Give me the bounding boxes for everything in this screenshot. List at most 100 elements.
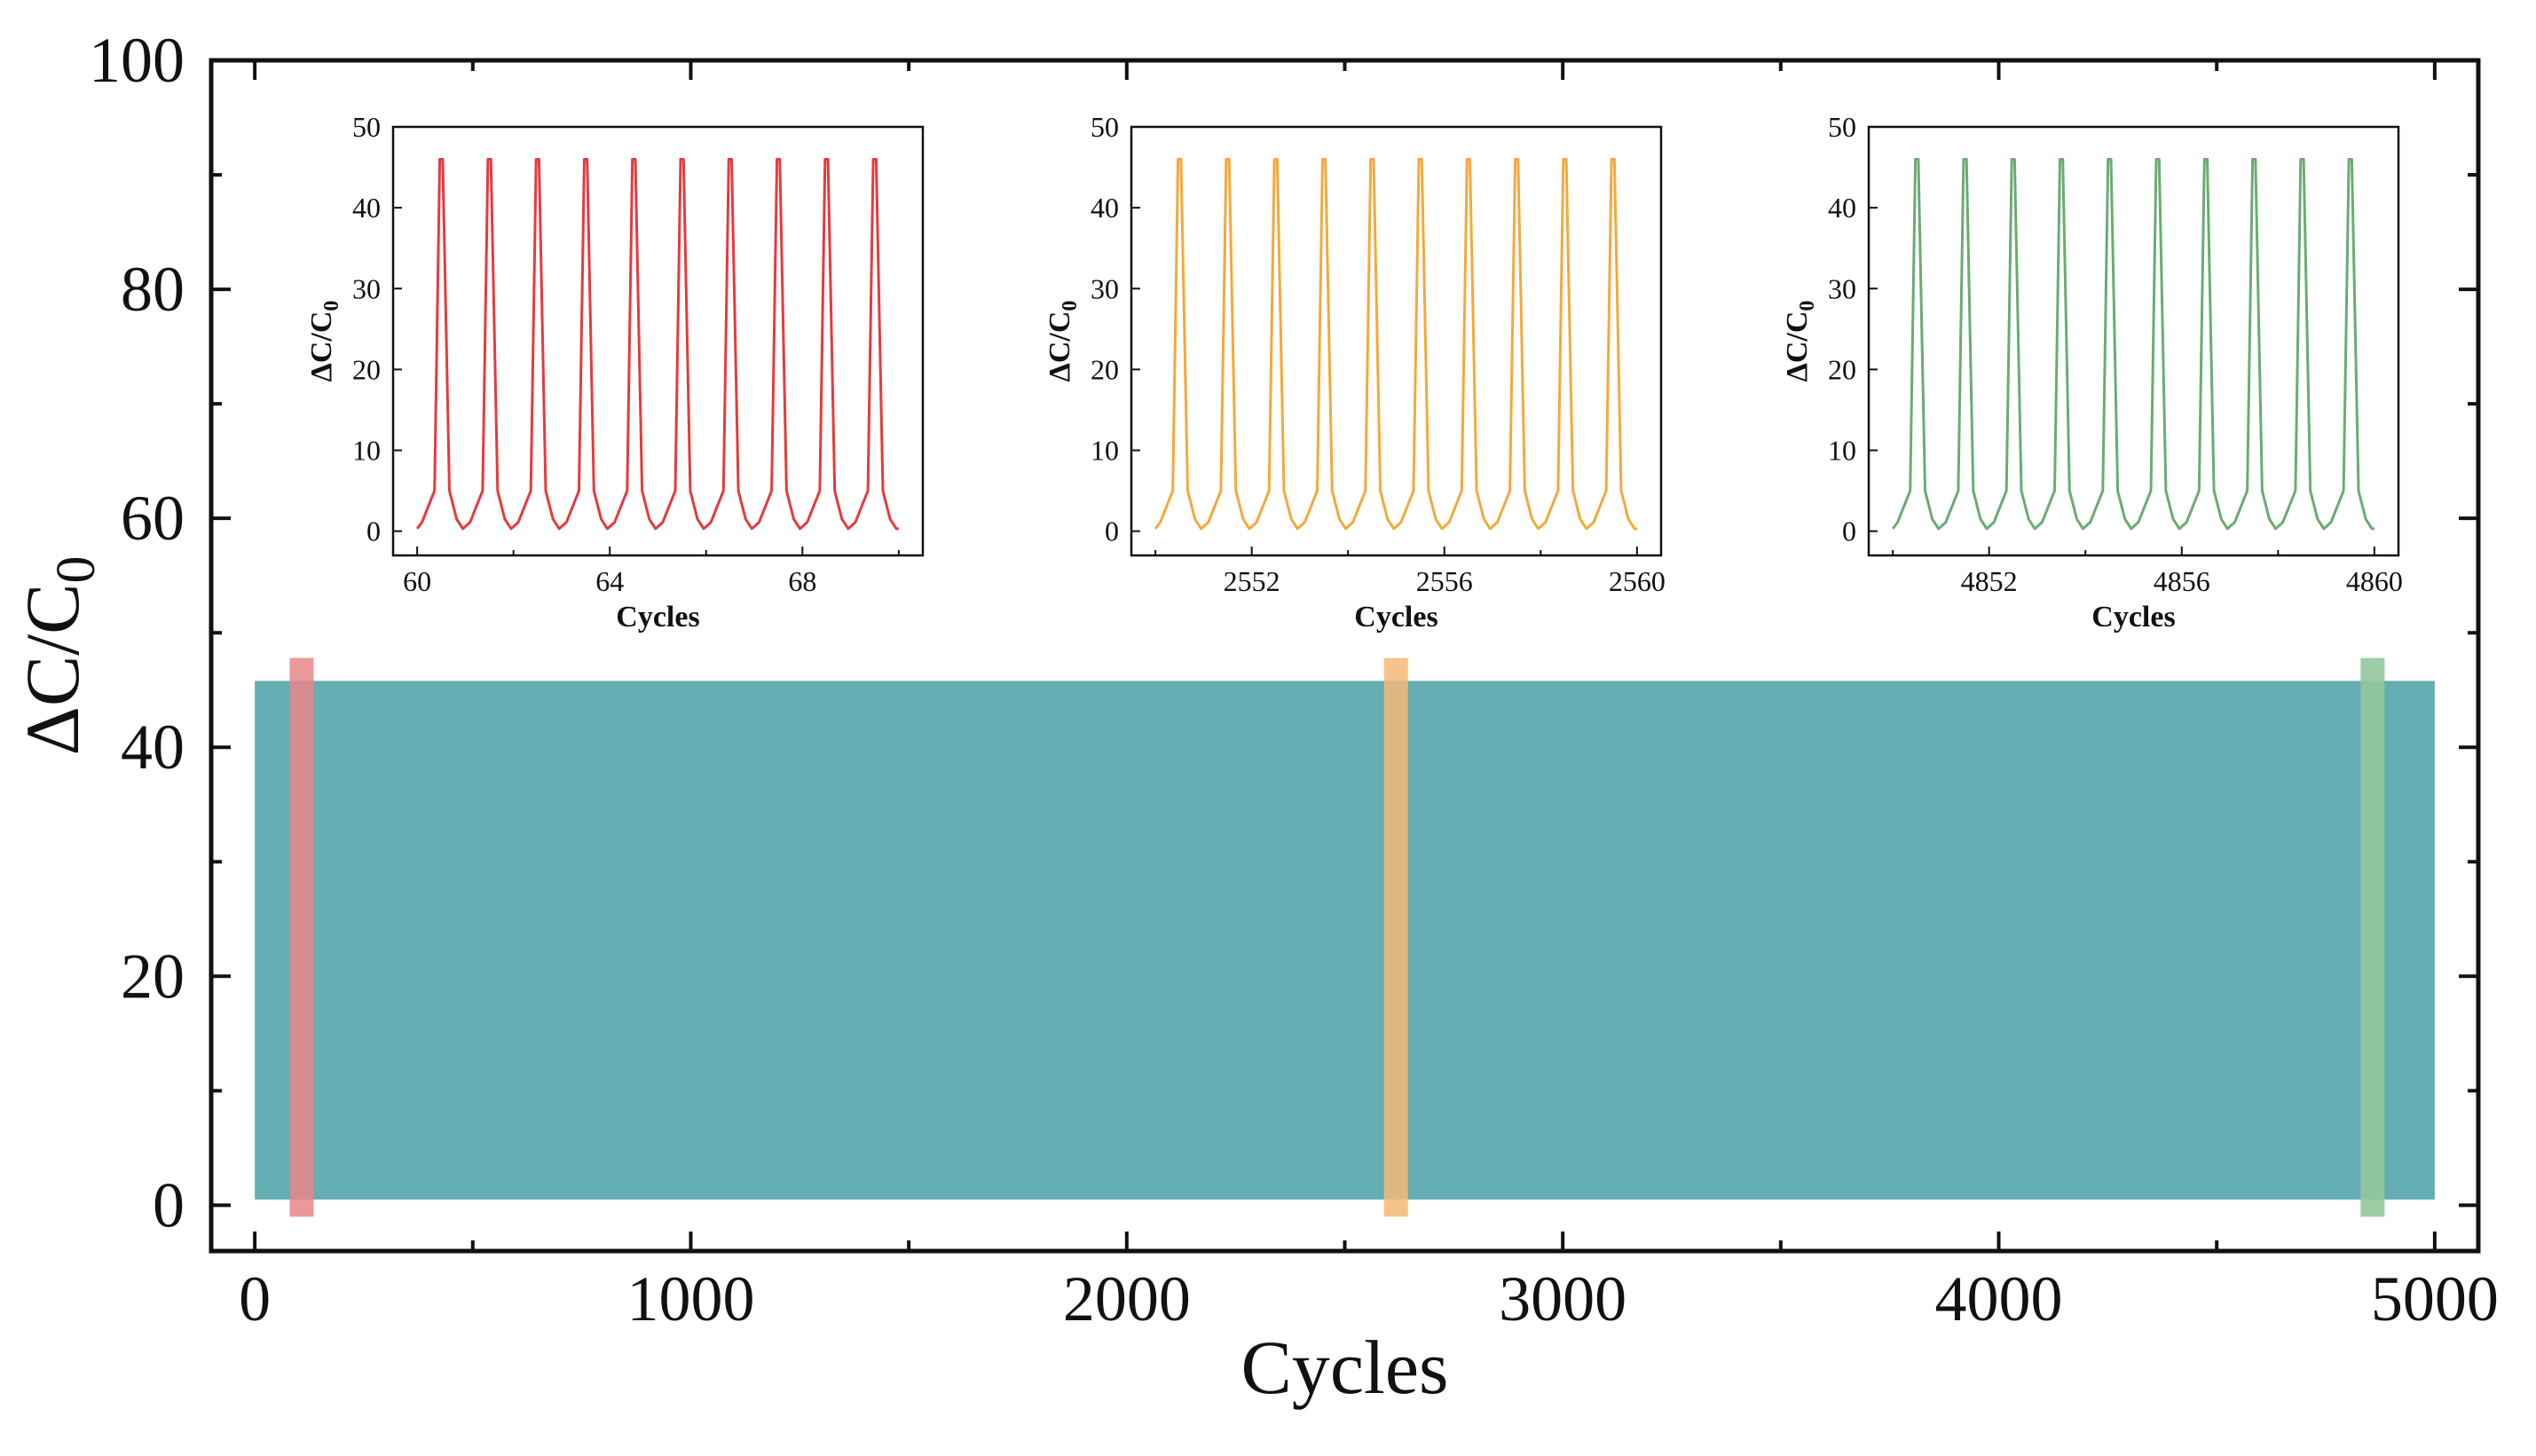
y-tick-label: 20: [1828, 353, 1856, 385]
x-tick-label: 4000: [1935, 1263, 2063, 1334]
y-tick-label: 0: [1105, 516, 1119, 547]
x-tick-label: 3000: [1499, 1263, 1626, 1334]
y-tick-label: 30: [352, 272, 381, 304]
series-line: [415, 158, 899, 531]
highlight-region-2: [1383, 657, 1408, 1217]
peak-point-1: [1915, 157, 1918, 161]
x-tick-label: 0: [239, 1263, 271, 1334]
y-axis-label: ΔC/C0: [1044, 301, 1082, 382]
peak-point-10: [873, 157, 877, 161]
y-tick-label: 50: [1828, 111, 1856, 143]
y-tick-label: 0: [1842, 516, 1856, 547]
y-axis-label-subscript: 0: [1059, 301, 1082, 311]
y-tick-label: 20: [1091, 353, 1119, 385]
y-tick-label: 40: [121, 712, 185, 783]
peak-point-6: [681, 157, 684, 161]
data-band: [255, 681, 2435, 1200]
peak-point-2: [488, 157, 492, 161]
y-tick-label: 100: [89, 25, 185, 96]
peak-point-3: [2012, 157, 2015, 161]
y-tick-label: 40: [1091, 192, 1119, 224]
y-tick-label: 80: [121, 254, 185, 325]
y-tick-label: 30: [1091, 272, 1119, 304]
peak-point-7: [729, 157, 732, 161]
peak-point-4: [584, 157, 587, 161]
y-axis-label: ΔC/C0: [10, 556, 106, 756]
peak-point-8: [1515, 157, 1518, 161]
y-axis-label-main: ΔC/C: [305, 311, 338, 382]
series-line: [1891, 158, 2375, 531]
peak-point-9: [824, 157, 828, 161]
peak-point-10: [2349, 157, 2352, 161]
peak-point-1: [439, 157, 443, 161]
peak-point-9: [2300, 157, 2304, 161]
highlight-region-1: [289, 657, 314, 1217]
peak-point-4: [1322, 157, 1326, 161]
y-axis-label-subscript: 0: [46, 556, 106, 584]
plot-frame: [1867, 125, 2400, 557]
y-axis-label-main: ΔC/C: [1044, 311, 1076, 382]
peak-point-3: [536, 157, 539, 161]
x-tick-label: 68: [788, 565, 816, 597]
peak-point-3: [1274, 157, 1278, 161]
y-tick-label: 60: [121, 483, 185, 554]
y-axis-label-subscript: 0: [1796, 301, 1819, 311]
x-tick-label: 2000: [1063, 1263, 1191, 1334]
peak-point-2: [1964, 157, 1967, 161]
y-tick-label: 0: [153, 1169, 185, 1240]
x-axis-label: Cycles: [1354, 601, 1437, 634]
x-tick-label: 4852: [1961, 565, 2018, 597]
x-tick-label: 4856: [2154, 565, 2210, 597]
x-axis-label: Cycles: [1240, 1325, 1448, 1410]
peak-point-5: [1370, 157, 1374, 161]
x-tick-label: 64: [595, 565, 624, 597]
y-tick-label: 0: [366, 516, 381, 547]
x-tick-label: 5000: [2371, 1263, 2499, 1334]
y-axis-label: ΔC/C0: [305, 301, 343, 382]
y-tick-label: 10: [352, 435, 381, 467]
y-axis-label: ΔC/C0: [1781, 301, 1819, 382]
peak-point-2: [1226, 157, 1230, 161]
y-axis-label-main: ΔC/C: [10, 584, 95, 756]
peak-point-7: [1467, 157, 1470, 161]
plot-frame: [391, 125, 925, 557]
x-tick-label: 1000: [626, 1263, 754, 1334]
peak-point-8: [2252, 157, 2256, 161]
y-tick-label: 30: [1828, 272, 1856, 304]
peak-point-6: [1419, 157, 1422, 161]
y-tick-label: 40: [352, 192, 381, 224]
y-tick-label: 20: [121, 940, 185, 1011]
x-tick-label: 2560: [1609, 565, 1666, 597]
peak-point-1: [1177, 157, 1181, 161]
y-tick-label: 10: [1091, 435, 1119, 467]
series-line: [1154, 158, 1637, 531]
peak-point-5: [2107, 157, 2111, 161]
peak-point-5: [632, 157, 635, 161]
y-tick-label: 50: [352, 111, 381, 143]
x-tick-label: 4860: [2346, 565, 2403, 597]
y-axis-label-subscript: 0: [320, 301, 343, 311]
peak-point-4: [2060, 157, 2063, 161]
peak-point-6: [2156, 157, 2160, 161]
y-tick-label: 20: [352, 353, 381, 385]
main-chart: 0 1000 2000 3000 4000 5000020406080100CyclesΔ…: [10, 25, 2499, 1410]
x-axis-label: Cycles: [616, 601, 699, 634]
highlight-region-3: [2360, 657, 2385, 1217]
y-axis-label-main: ΔC/C: [1781, 311, 1814, 382]
peak-point-7: [2204, 157, 2208, 161]
y-tick-label: 40: [1828, 192, 1856, 224]
peak-point-10: [1611, 157, 1615, 161]
peak-point-9: [1563, 157, 1566, 161]
plot-frame: [1130, 125, 1663, 557]
plot-frame: [209, 58, 2481, 1254]
y-tick-label: 50: [1091, 111, 1119, 143]
x-tick-label: 2552: [1224, 565, 1280, 597]
y-tick-label: 10: [1828, 435, 1856, 467]
peak-point-8: [776, 157, 780, 161]
x-tick-label: 60: [403, 565, 431, 597]
x-axis-label: Cycles: [2091, 601, 2175, 634]
